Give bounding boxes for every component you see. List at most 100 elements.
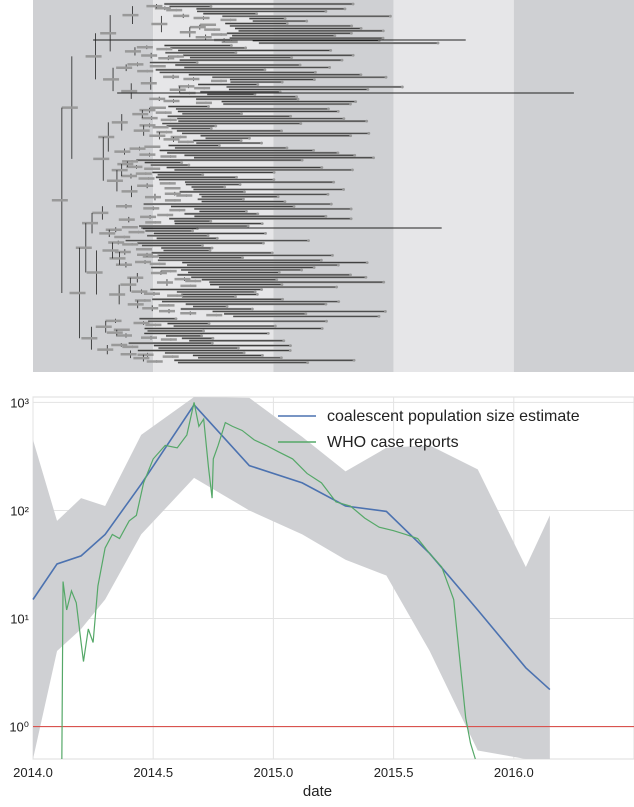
tree-tip — [332, 180, 336, 184]
tree-tip — [377, 314, 381, 318]
tree-tip — [320, 327, 324, 330]
tree-tip — [225, 305, 229, 308]
tree-tip — [350, 31, 353, 35]
tree-tip — [319, 258, 323, 262]
tree-tip — [298, 63, 302, 67]
tree-tip — [351, 168, 354, 172]
tree-tip — [289, 344, 292, 347]
tree-tip — [253, 92, 257, 96]
tree-tip — [365, 119, 369, 123]
tree-tip — [280, 356, 283, 360]
tree-tip — [400, 85, 404, 89]
series-line-0 — [32, 403, 551, 691]
tree-tip — [326, 192, 330, 196]
tree-tip — [313, 78, 316, 82]
tree-tip — [285, 146, 289, 150]
tree-time-band-4 — [513, 0, 634, 372]
tree-tip — [244, 46, 248, 50]
tree-tip — [384, 310, 387, 313]
tree-tip — [343, 7, 347, 11]
tree-tip — [246, 224, 250, 228]
tree-tip — [349, 273, 352, 277]
tree-tip — [218, 144, 221, 147]
tree-tip — [295, 95, 299, 99]
tree-tip — [290, 56, 294, 60]
tree-tip — [307, 239, 310, 243]
tree-tip — [336, 151, 340, 155]
tree-tip — [234, 295, 237, 299]
tree-tip — [238, 183, 242, 186]
tree-tip — [436, 41, 440, 45]
tree-tip — [359, 73, 363, 77]
tree-tip — [280, 80, 284, 84]
tree-tip — [381, 29, 385, 33]
tree-tip — [304, 312, 308, 316]
population-size-chart: 10⁰ 10¹ 10² 10³ 2014.0 2014.5 2015.0 2015.5 2016… — [9, 395, 634, 800]
legend-label-1: WHO case reports — [327, 434, 459, 451]
tree-tip — [288, 349, 292, 352]
tree-tip — [206, 234, 210, 238]
tree-tip — [281, 297, 285, 301]
tree-tip — [264, 231, 267, 235]
tree-tip — [296, 97, 300, 101]
tree-tip — [211, 336, 215, 340]
tree-tip — [272, 178, 276, 182]
tree-tip — [292, 205, 296, 208]
tree-tip — [349, 134, 353, 138]
tree-tip — [335, 285, 339, 289]
tree-tip — [201, 173, 205, 177]
tree-tip — [285, 22, 289, 25]
tree-tip — [201, 244, 204, 247]
tree-tip — [209, 127, 213, 130]
tree-tip — [283, 17, 287, 21]
tree-tip — [342, 188, 345, 191]
tree-tip — [282, 339, 286, 343]
tree-tip — [325, 319, 328, 323]
tree-tip — [260, 222, 264, 226]
tree-tip — [327, 107, 330, 111]
tree-tip — [202, 329, 205, 333]
tree-tip — [191, 229, 195, 233]
tree-tip — [364, 275, 368, 279]
tree-tip — [261, 353, 264, 357]
tree-tip — [382, 280, 386, 284]
tree-tip — [314, 70, 317, 74]
tree-branches — [51, 2, 574, 365]
tree-tip — [242, 197, 245, 201]
y-tick-label-1: 10¹ — [10, 612, 29, 627]
tree-tip — [351, 2, 355, 6]
tree-tip — [260, 141, 263, 145]
tree-tip — [342, 117, 346, 121]
tree-tip — [234, 51, 238, 55]
tree-tip — [300, 158, 304, 162]
tree-tip — [239, 139, 243, 143]
x-tick-label-0: 2014.0 — [13, 765, 53, 780]
phylogenetic-tree-panel — [33, 0, 634, 372]
tree-tip — [277, 271, 281, 274]
tree-time-band-2 — [273, 0, 394, 372]
tree-tip — [174, 317, 178, 321]
tree-tip — [196, 227, 199, 230]
tree-tip — [243, 190, 246, 194]
tree-tip — [372, 156, 376, 160]
tree-tip — [312, 266, 316, 269]
tree-tip — [300, 268, 304, 272]
tree-tip — [353, 153, 357, 157]
tree-tip — [276, 195, 280, 199]
tree-tip — [365, 261, 369, 265]
tree-tip — [351, 53, 355, 57]
tree-tip — [270, 251, 274, 255]
x-tick-label-2: 2015.0 — [254, 765, 294, 780]
legend-label-0: coalescent population size estimate — [327, 408, 580, 425]
tree-time-band-0 — [33, 0, 154, 372]
y-tick-label-0: 10⁰ — [9, 720, 29, 735]
tree-tip — [262, 241, 265, 245]
tree-tip — [349, 207, 353, 211]
tree-tip — [223, 185, 227, 189]
tree-tip — [324, 302, 328, 306]
legend: coalescent population size estimate WHO c… — [278, 408, 580, 451]
tree-tip — [230, 44, 233, 47]
tree-tip — [328, 66, 332, 69]
tree-tip — [256, 83, 260, 86]
